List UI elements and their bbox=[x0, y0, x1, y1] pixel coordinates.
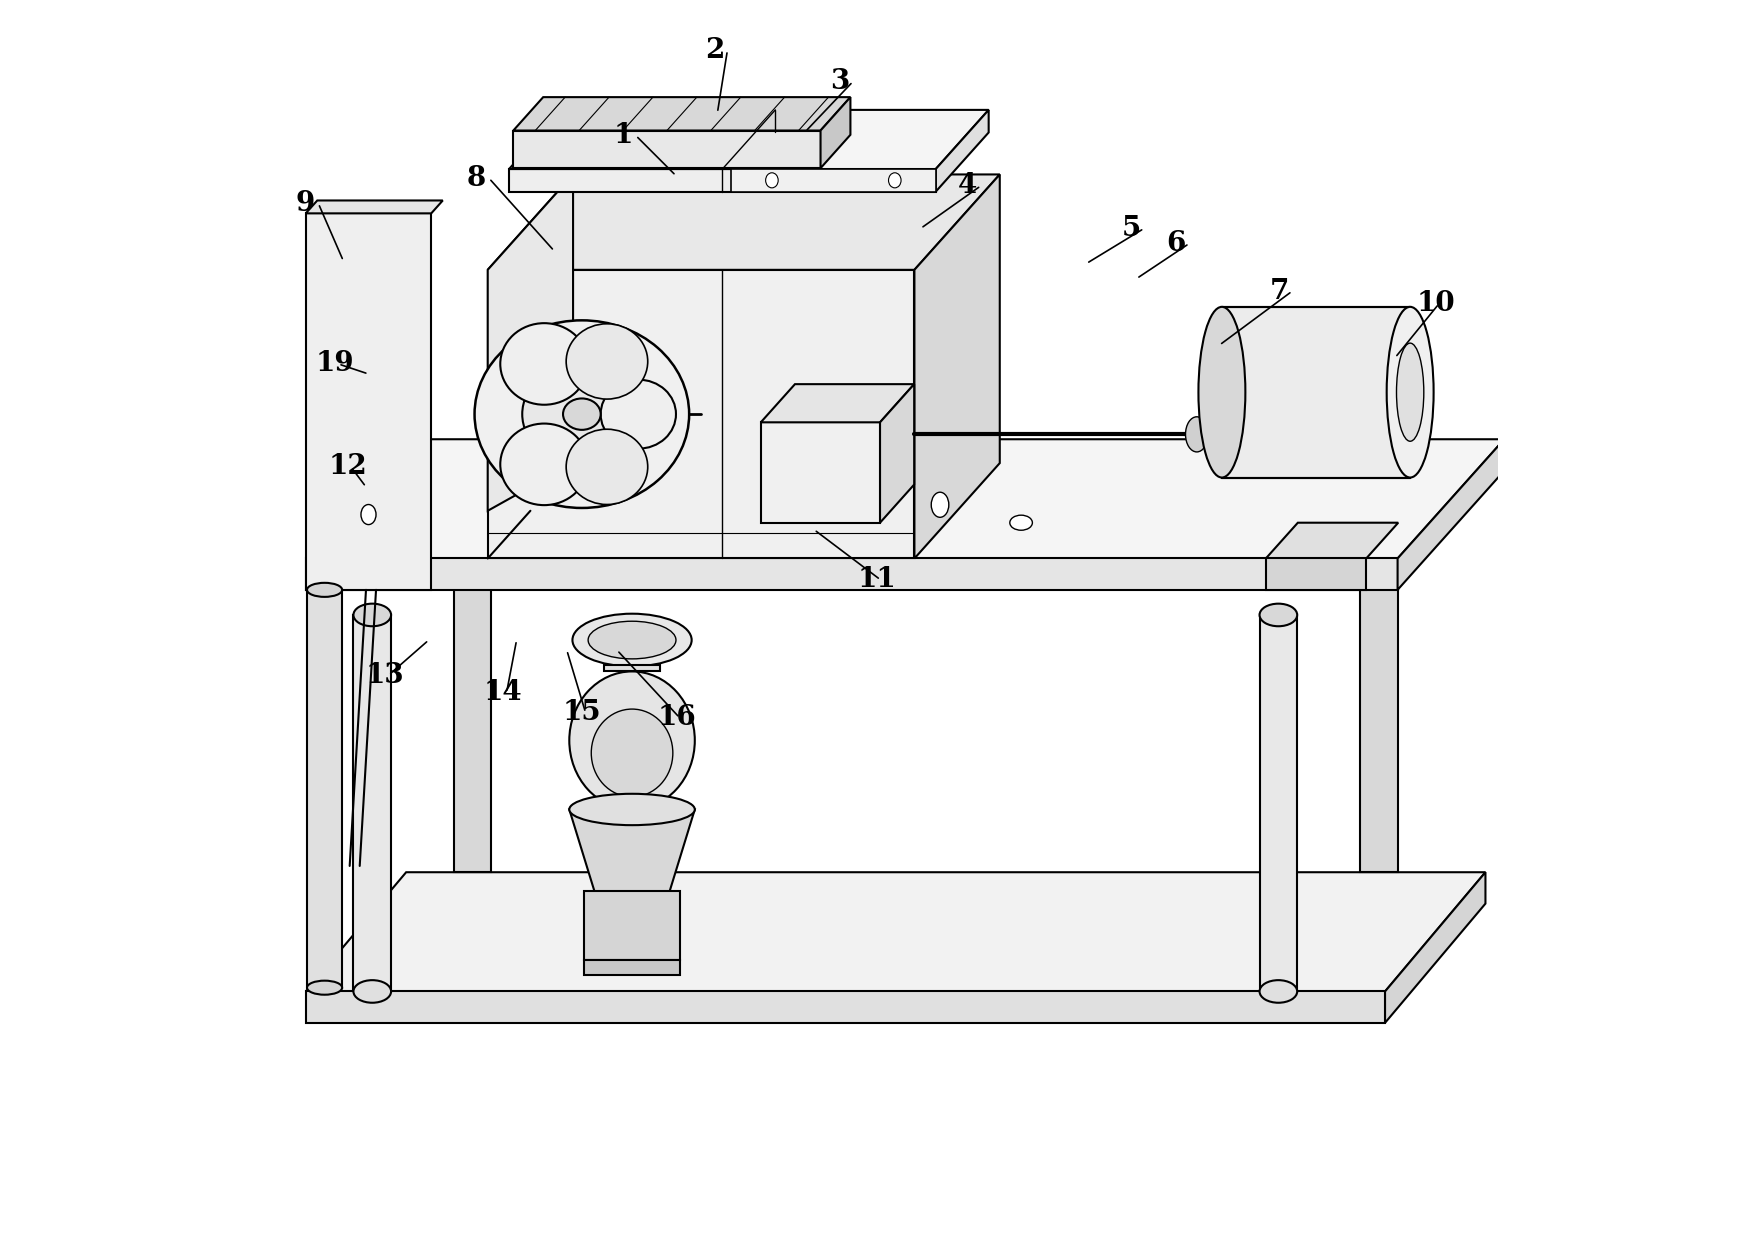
Ellipse shape bbox=[931, 492, 949, 517]
Ellipse shape bbox=[500, 424, 588, 506]
Polygon shape bbox=[306, 558, 1398, 590]
Polygon shape bbox=[1398, 439, 1504, 590]
Polygon shape bbox=[820, 97, 850, 168]
Text: 14: 14 bbox=[484, 679, 522, 707]
Text: 12: 12 bbox=[329, 453, 367, 481]
Text: 16: 16 bbox=[656, 704, 696, 732]
Polygon shape bbox=[1222, 307, 1410, 478]
Ellipse shape bbox=[1259, 980, 1297, 1003]
Polygon shape bbox=[306, 439, 1504, 558]
Polygon shape bbox=[306, 201, 442, 213]
Polygon shape bbox=[508, 110, 989, 169]
Ellipse shape bbox=[500, 323, 588, 405]
Ellipse shape bbox=[1396, 343, 1424, 442]
Polygon shape bbox=[306, 991, 1386, 1023]
Polygon shape bbox=[914, 174, 999, 558]
Polygon shape bbox=[514, 97, 850, 131]
Polygon shape bbox=[306, 213, 432, 590]
Ellipse shape bbox=[1198, 307, 1245, 478]
Text: 19: 19 bbox=[315, 350, 355, 378]
Ellipse shape bbox=[588, 621, 676, 659]
Text: 1: 1 bbox=[613, 122, 632, 149]
Polygon shape bbox=[508, 169, 935, 192]
Ellipse shape bbox=[562, 399, 601, 429]
Polygon shape bbox=[355, 885, 387, 991]
Text: 2: 2 bbox=[705, 36, 724, 64]
Ellipse shape bbox=[888, 173, 902, 188]
Polygon shape bbox=[454, 496, 491, 872]
Text: 7: 7 bbox=[1269, 277, 1288, 305]
Polygon shape bbox=[604, 665, 660, 671]
Ellipse shape bbox=[566, 429, 648, 505]
Polygon shape bbox=[1259, 615, 1297, 991]
Polygon shape bbox=[487, 174, 573, 511]
Ellipse shape bbox=[475, 320, 689, 508]
Text: 8: 8 bbox=[467, 164, 486, 192]
Ellipse shape bbox=[353, 604, 392, 626]
Text: 9: 9 bbox=[296, 190, 315, 217]
Text: 3: 3 bbox=[830, 68, 850, 95]
Ellipse shape bbox=[766, 173, 778, 188]
Text: 15: 15 bbox=[562, 699, 602, 727]
Ellipse shape bbox=[306, 980, 343, 995]
Polygon shape bbox=[1386, 872, 1485, 1023]
Ellipse shape bbox=[346, 516, 364, 528]
Polygon shape bbox=[1360, 489, 1398, 872]
Polygon shape bbox=[487, 270, 914, 558]
Polygon shape bbox=[487, 174, 999, 270]
Text: 6: 6 bbox=[1166, 230, 1186, 257]
Polygon shape bbox=[935, 110, 989, 192]
Ellipse shape bbox=[601, 379, 676, 449]
Polygon shape bbox=[761, 423, 879, 523]
Polygon shape bbox=[585, 891, 679, 960]
Polygon shape bbox=[306, 590, 343, 988]
Ellipse shape bbox=[569, 794, 695, 826]
Ellipse shape bbox=[1386, 307, 1433, 478]
Polygon shape bbox=[1266, 558, 1367, 590]
Polygon shape bbox=[731, 169, 935, 192]
Ellipse shape bbox=[592, 709, 672, 797]
Ellipse shape bbox=[360, 505, 376, 525]
Text: 4: 4 bbox=[958, 172, 978, 200]
Text: 13: 13 bbox=[366, 661, 404, 689]
Text: 10: 10 bbox=[1417, 290, 1455, 318]
Polygon shape bbox=[761, 384, 914, 423]
Ellipse shape bbox=[569, 671, 695, 809]
Ellipse shape bbox=[306, 582, 343, 597]
Ellipse shape bbox=[1259, 604, 1297, 626]
Ellipse shape bbox=[1010, 516, 1032, 530]
Polygon shape bbox=[569, 809, 695, 891]
Ellipse shape bbox=[573, 614, 691, 666]
Ellipse shape bbox=[522, 364, 641, 464]
Text: 11: 11 bbox=[858, 566, 897, 594]
Polygon shape bbox=[585, 960, 679, 975]
Polygon shape bbox=[353, 615, 392, 991]
Polygon shape bbox=[879, 384, 914, 523]
Ellipse shape bbox=[1360, 478, 1398, 501]
Polygon shape bbox=[514, 131, 820, 168]
Polygon shape bbox=[1266, 523, 1398, 558]
Ellipse shape bbox=[1186, 417, 1208, 452]
Ellipse shape bbox=[566, 324, 648, 399]
Polygon shape bbox=[306, 872, 1485, 991]
Ellipse shape bbox=[353, 980, 392, 1003]
Text: 5: 5 bbox=[1121, 215, 1140, 242]
